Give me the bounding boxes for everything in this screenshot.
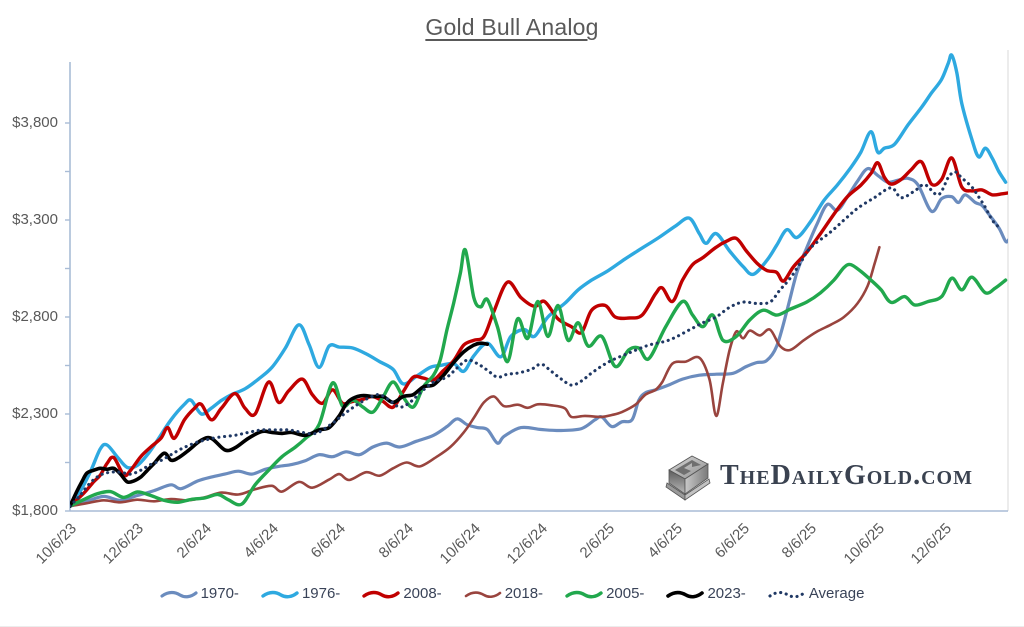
series-line-2008 — [70, 156, 1008, 508]
legend-item-2023: 2023- — [666, 585, 746, 602]
legend-item-average: Average — [768, 585, 865, 602]
legend-label: 2005- — [606, 585, 645, 602]
series-line-2018 — [70, 245, 881, 508]
legend-item-2005: 2005- — [565, 585, 644, 602]
gold-bar-icon — [665, 455, 711, 501]
legend-swatch — [768, 590, 806, 598]
legend-swatch — [261, 590, 299, 598]
series-line-2005 — [70, 247, 1008, 508]
legend-label: 2023- — [707, 585, 746, 602]
watermark: TheDailyGold.com — [664, 450, 973, 502]
y-tick-label: $1,800 — [12, 502, 58, 519]
series-line-1976 — [70, 53, 1008, 508]
series-line-2023 — [70, 341, 490, 508]
legend-swatch — [464, 590, 501, 598]
watermark-text: TheDailyGold.com — [720, 460, 973, 491]
series-layer — [70, 53, 1008, 508]
legend-item-2008: 2008- — [362, 585, 442, 602]
legend-swatch — [666, 590, 705, 599]
legend-swatch — [362, 590, 401, 598]
y-tick-label: $2,300 — [12, 405, 58, 422]
chart-title: Gold Bull Analog — [425, 14, 599, 40]
legend-swatch — [159, 590, 198, 598]
legend-label: 2008- — [403, 585, 442, 602]
chart-legend: 1970- 1976- 2008- 2018- 2005- 2023- Average — [0, 585, 1024, 602]
legend-label: 1970- — [200, 585, 239, 602]
legend-item-2018: 2018- — [464, 585, 543, 602]
y-tick-label: $3,800 — [12, 114, 58, 131]
y-tick-label: $3,300 — [12, 211, 58, 228]
legend-item-1976: 1976- — [261, 585, 340, 602]
legend-item-1970: 1970- — [159, 585, 239, 602]
series-line-average — [70, 170, 1004, 508]
legend-label: Average — [808, 585, 865, 602]
legend-label: 1976- — [301, 585, 341, 602]
y-tick-label: $2,800 — [12, 308, 58, 325]
legend-label: 2018- — [504, 585, 544, 602]
legend-swatch — [565, 590, 603, 598]
